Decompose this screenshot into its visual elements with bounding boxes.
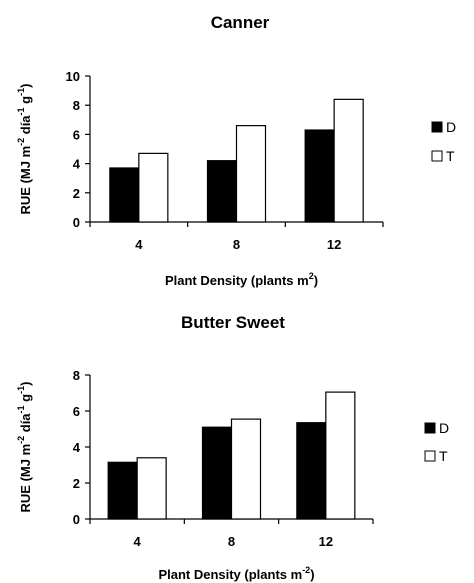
y-tick-label: 2	[73, 186, 80, 201]
y-axis-label: RUE (MJ m-2 día-1 g-1)	[16, 84, 33, 215]
chart-2: Butter Sweet 0 2 4 6 8 4 8 12 Plant Density (plan…	[16, 313, 449, 582]
legend-swatch-t	[431, 150, 443, 162]
x-tick-label: 12	[319, 534, 333, 549]
legend-swatch-d	[431, 121, 443, 133]
legend-label: D	[446, 119, 456, 135]
x-tick-label: 8	[228, 534, 235, 549]
bar-d-12	[304, 129, 335, 223]
bar-t-4	[136, 457, 167, 520]
bar-d-4	[107, 461, 138, 520]
y-tick-label: 0	[73, 512, 80, 527]
legend-label: T	[439, 448, 448, 464]
chart-title: Canner	[211, 13, 270, 32]
bar-t-4	[138, 152, 169, 223]
y-tick-label: 10	[66, 69, 80, 84]
x-tick-label: 12	[327, 237, 341, 252]
bar-t-8	[235, 125, 267, 223]
y-axis-label: RUE (MJ m-2 día-1 g-1)	[16, 382, 33, 513]
y-tick-label: 6	[73, 127, 80, 142]
x-tick-label: 4	[135, 237, 143, 252]
bar-d-4	[109, 167, 140, 223]
x-tick-label: 4	[134, 534, 142, 549]
chart-title: Butter Sweet	[181, 313, 285, 332]
y-tick-label: 4	[73, 440, 81, 455]
x-tick-label: 8	[233, 237, 240, 252]
bar-d-12	[296, 422, 327, 520]
y-tick-label: 6	[73, 404, 80, 419]
bar-d-8	[206, 160, 238, 223]
y-tick-label: 8	[73, 368, 80, 383]
x-axis-label: Plant Density (plants m2)	[165, 271, 318, 288]
bar-t-12	[333, 98, 364, 223]
bar-d-8	[201, 426, 233, 520]
legend-label: D	[439, 420, 449, 436]
bar-t-8	[230, 418, 262, 520]
legend-swatch-t	[424, 450, 436, 462]
y-tick-label: 2	[73, 476, 80, 491]
y-tick-label: 0	[73, 215, 80, 230]
x-axis-label: Plant Density (plants m-2)	[158, 565, 314, 582]
legend-swatch-d	[424, 422, 436, 434]
chart-1: Canner 0 2 4 6 8 10 4 8 12 Plant Density (plants m…	[16, 13, 456, 288]
bar-t-12	[325, 391, 356, 520]
y-tick-label: 4	[73, 157, 81, 172]
legend-label: T	[446, 148, 455, 164]
y-tick-label: 8	[73, 98, 80, 113]
